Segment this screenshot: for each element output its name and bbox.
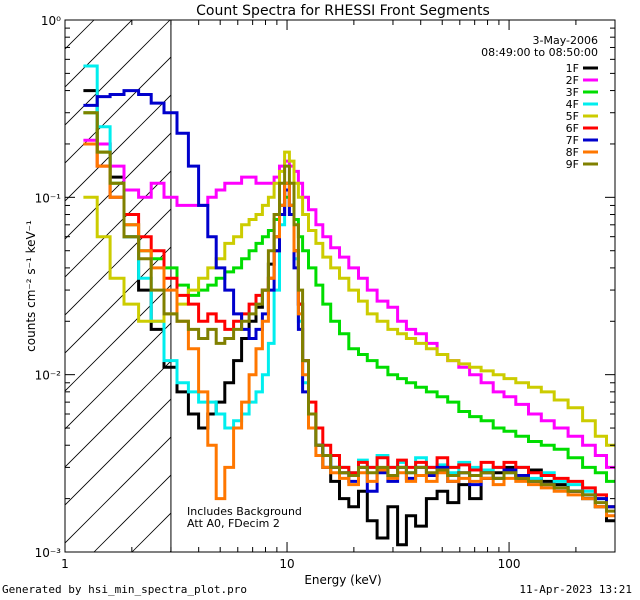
footer-timestamp: 11-Apr-2023 13:21 [519,583,632,596]
hatch-line [65,20,95,50]
x-tick-label: 1 [61,557,69,571]
legend-label-1F: 1F [566,62,579,75]
legend-label-5F: 5F [566,110,579,123]
hatch-line [65,132,171,240]
x-tick-label: 100 [498,557,521,571]
hatch-line [65,20,171,126]
legend-label-6F: 6F [566,122,579,135]
chart-title: Count Spectra for RHESSI Front Segments [196,3,490,19]
date-label: 3-May-2006 [533,34,598,47]
x-tick-label: 10 [279,557,294,571]
series-line-8F [83,142,615,518]
legend-label-8F: 8F [566,146,579,159]
y-axis-label: counts cm⁻² s⁻¹ keV⁻¹ [24,220,38,352]
series-line-5F [83,150,615,447]
hatch-line [626,20,640,552]
hatch-line [65,56,171,164]
annotation-background: Includes Background [187,505,302,518]
legend-label-7F: 7F [566,134,579,147]
series-line-9F [83,111,615,513]
plot-frame [64,19,616,553]
series-layer [83,64,615,547]
hatch-line [65,360,171,468]
legend-label-4F: 4F [566,98,579,111]
y-tick-label: 10⁻² [35,369,62,383]
hatch-line [65,436,171,544]
axes: 1 10 100 10⁻³ 10⁻² 10⁻¹ 10⁰ [35,14,616,571]
annotation-attenuator: Att A0, FDecim 2 [187,517,280,530]
hatch-line [65,94,171,202]
y-tick-label: 10⁰ [41,14,61,28]
hatch-line [65,20,133,88]
hatch-line [65,246,171,354]
hatch-line [0,20,18,552]
hatch-line [65,284,171,392]
y-tick-label: 10⁻³ [35,546,62,560]
legend-label-2F: 2F [566,74,579,87]
footer-generated-by: Generated by hsi_min_spectra_plot.pro [2,583,248,596]
series-line-6F [83,142,615,509]
x-axis-label: Energy (keV) [304,573,381,587]
hatch-line [65,208,171,316]
time-range-label: 08:49:00 to 08:50:00 [481,46,598,59]
legend-label-9F: 9F [566,158,579,171]
series-line-3F [83,111,615,483]
hatched-region [0,20,640,552]
y-tick-label: 10⁻¹ [35,191,62,205]
hatch-line [65,398,171,506]
legend-label-3F: 3F [566,86,579,99]
